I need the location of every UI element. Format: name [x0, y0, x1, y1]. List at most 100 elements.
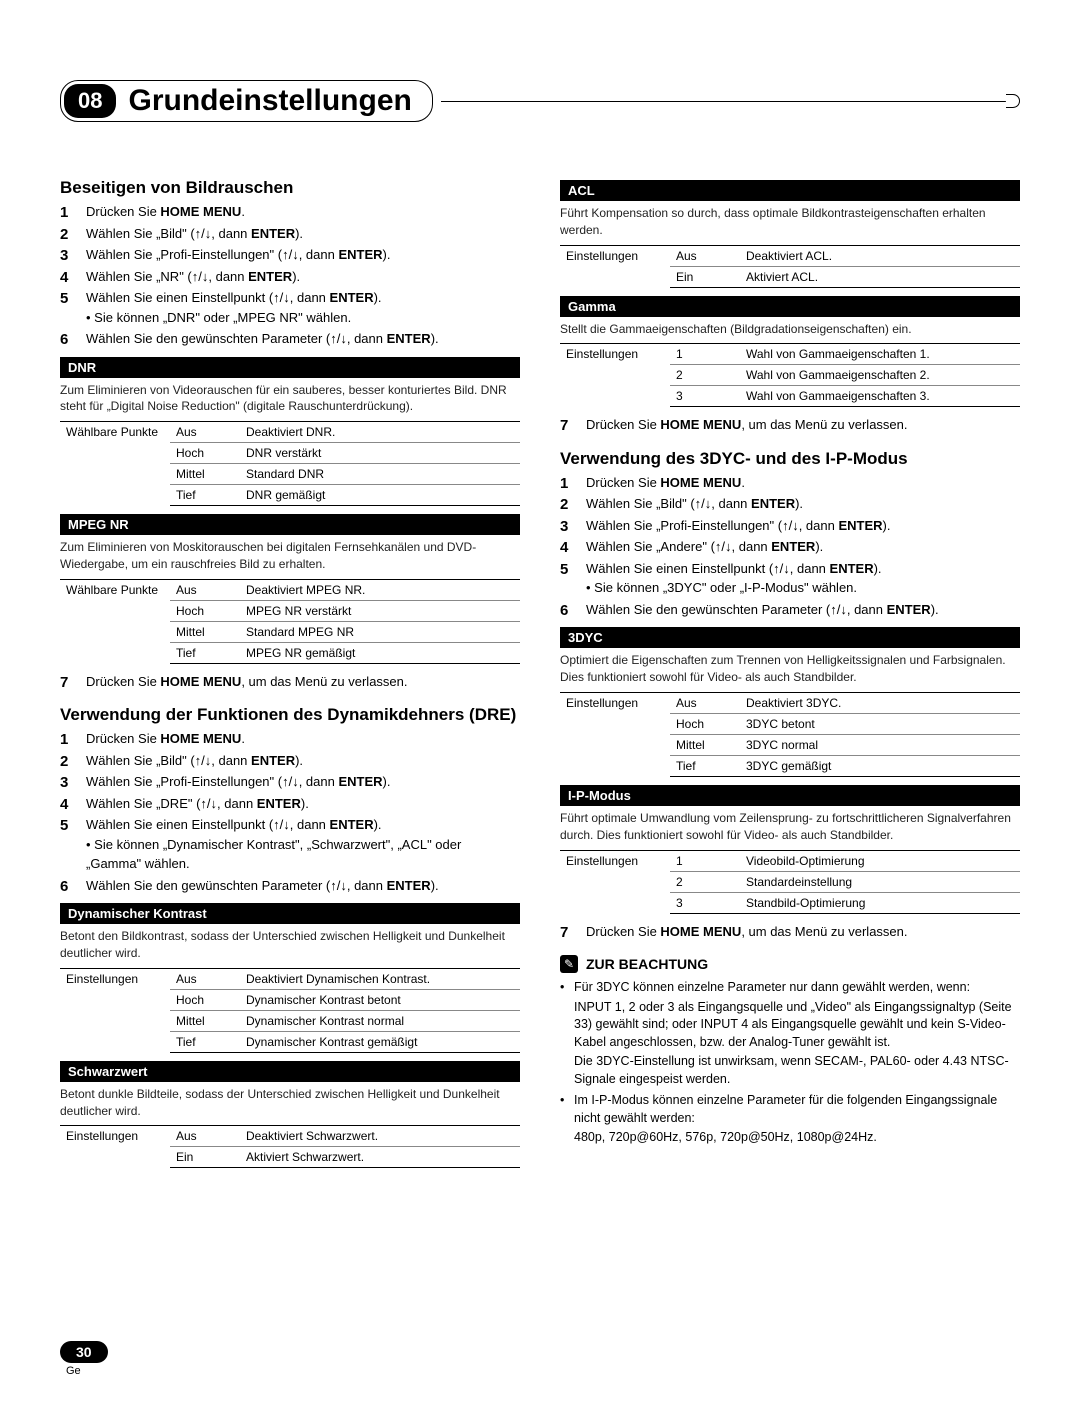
option-name: Tief: [170, 1031, 240, 1052]
option-desc: MPEG NR gemäßigt: [240, 642, 520, 663]
chapter-header: 08 Grundeinstellungen: [60, 80, 1020, 122]
option-desc: Standardeinstellung: [740, 871, 1020, 892]
page-footer: 30 Ge: [60, 1341, 108, 1377]
section-title: Verwendung des 3DYC- und des I-P-Modus: [560, 449, 1020, 469]
step-item: Wählen Sie einen Einstellpunkt (↑/↓, dan…: [60, 815, 520, 874]
step-item: Wählen Sie „Bild" (↑/↓, dann ENTER).: [60, 224, 520, 244]
table-row: Wählbare PunkteAusDeaktiviert MPEG NR.: [60, 579, 520, 600]
option-desc: 3DYC normal: [740, 734, 1020, 755]
option-name: Ein: [670, 266, 740, 287]
option-desc: Dynamischer Kontrast normal: [240, 1010, 520, 1031]
table-acl: EinstellungenAusDeaktiviert ACL.EinAktiv…: [560, 245, 1020, 288]
page-lang: Ge: [66, 1365, 108, 1377]
option-desc: Deaktiviert DNR.: [240, 422, 520, 443]
left-column: Beseitigen von Bildrauschen Drücken Sie …: [60, 172, 520, 1168]
option-name: Mittel: [170, 621, 240, 642]
step-item: Wählen Sie „NR" (↑/↓, dann ENTER).: [60, 267, 520, 287]
desc: Betont den Bildkontrast, sodass der Unte…: [60, 928, 520, 962]
header-rule: [441, 101, 1006, 102]
option-name: Aus: [170, 422, 240, 443]
step-7: Drücken Sie HOME MENU, um das Menü zu ve…: [60, 672, 520, 692]
note-title: ZUR BEACHTUNG: [586, 956, 708, 972]
table-row: EinstellungenAusDeaktiviert Schwarzwert.: [60, 1126, 520, 1147]
option-name: Aus: [670, 692, 740, 713]
option-name: Aus: [170, 579, 240, 600]
desc: Führt Kompensation so durch, dass optima…: [560, 205, 1020, 239]
header-cap: [1006, 94, 1020, 108]
desc: Betont dunkle Bildteile, sodass der Unte…: [60, 1086, 520, 1120]
table-label: Einstellungen: [560, 692, 670, 776]
table-row: EinstellungenAusDeaktiviert 3DYC.: [560, 692, 1020, 713]
step-item: Wählen Sie den gewünschten Parameter (↑/…: [60, 876, 520, 896]
option-name: Aus: [170, 968, 240, 989]
table-row: EinstellungenAusDeaktiviert Dynamischen …: [60, 968, 520, 989]
option-name: Mittel: [670, 734, 740, 755]
option-desc: Deaktiviert 3DYC.: [740, 692, 1020, 713]
table-dyn: EinstellungenAusDeaktiviert Dynamischen …: [60, 968, 520, 1053]
option-desc: Standbild-Optimierung: [740, 892, 1020, 913]
option-desc: Aktiviert ACL.: [740, 266, 1020, 287]
option-name: Mittel: [170, 464, 240, 485]
step-item: Wählen Sie „Profi-Einstellungen" (↑/↓, d…: [60, 772, 520, 792]
step-item: Wählen Sie einen Einstellpunkt (↑/↓, dan…: [60, 288, 520, 327]
table-label: Einstellungen: [560, 850, 670, 913]
option-name: Ein: [170, 1147, 240, 1168]
desc: Zum Eliminieren von Moskitorauschen bei …: [60, 539, 520, 573]
option-name: Hoch: [670, 713, 740, 734]
steps-list: Drücken Sie HOME MENU.Wählen Sie „Bild" …: [60, 729, 520, 895]
content-columns: Beseitigen von Bildrauschen Drücken Sie …: [60, 172, 1020, 1168]
table-label: Einstellungen: [560, 245, 670, 287]
note-icon: ✎: [560, 955, 578, 973]
section-title: Verwendung der Funktionen des Dynamikdeh…: [60, 705, 520, 725]
option-name: 1: [670, 850, 740, 871]
table-label: Einstellungen: [60, 1126, 170, 1168]
option-name: Aus: [170, 1126, 240, 1147]
option-desc: Deaktiviert ACL.: [740, 245, 1020, 266]
option-name: Tief: [170, 642, 240, 663]
option-name: Tief: [170, 485, 240, 506]
option-desc: Dynamischer Kontrast betont: [240, 989, 520, 1010]
right-column: ACL Führt Kompensation so durch, dass op…: [560, 172, 1020, 1168]
option-desc: Wahl von Gammaeigenschaften 2.: [740, 365, 1020, 386]
option-desc: 3DYC betont: [740, 713, 1020, 734]
step-item: Drücken Sie HOME MENU.: [560, 473, 1020, 493]
table-mpeg: Wählbare PunkteAusDeaktiviert MPEG NR.Ho…: [60, 579, 520, 664]
option-desc: Deaktiviert Dynamischen Kontrast.: [240, 968, 520, 989]
table-label: Wählbare Punkte: [60, 579, 170, 663]
table-row: Einstellungen1Wahl von Gammaeigenschafte…: [560, 344, 1020, 365]
table-ip: Einstellungen1Videobild-Optimierung2Stan…: [560, 850, 1020, 914]
option-desc: Deaktiviert Schwarzwert.: [240, 1126, 520, 1147]
step-item: Wählen Sie „Profi-Einstellungen" (↑/↓, d…: [560, 516, 1020, 536]
table-label: Einstellungen: [60, 968, 170, 1052]
option-name: 3: [670, 892, 740, 913]
option-desc: Aktiviert Schwarzwert.: [240, 1147, 520, 1168]
option-name: Hoch: [170, 443, 240, 464]
option-name: 1: [670, 344, 740, 365]
bar-schwarz: Schwarzwert: [60, 1061, 520, 1082]
note-item: Für 3DYC können einzelne Parameter nur d…: [560, 979, 1020, 1088]
table-row: Wählbare PunkteAusDeaktiviert DNR.: [60, 422, 520, 443]
option-name: 2: [670, 871, 740, 892]
step-item: Wählen Sie „Bild" (↑/↓, dann ENTER).: [560, 494, 1020, 514]
table-3dyc: EinstellungenAusDeaktiviert 3DYC.Hoch3DY…: [560, 692, 1020, 777]
bar-mpeg: MPEG NR: [60, 514, 520, 535]
option-name: Hoch: [170, 989, 240, 1010]
step-item: Wählen Sie „Andere" (↑/↓, dann ENTER).: [560, 537, 1020, 557]
desc: Optimiert die Eigenschaften zum Trennen …: [560, 652, 1020, 686]
step-item: Wählen Sie „DRE" (↑/↓, dann ENTER).: [60, 794, 520, 814]
option-desc: DNR gemäßigt: [240, 485, 520, 506]
option-desc: Deaktiviert MPEG NR.: [240, 579, 520, 600]
option-name: Aus: [670, 245, 740, 266]
option-desc: 3DYC gemäßigt: [740, 755, 1020, 776]
option-desc: Wahl von Gammaeigenschaften 3.: [740, 386, 1020, 407]
bar-3dyc: 3DYC: [560, 627, 1020, 648]
option-name: 3: [670, 386, 740, 407]
steps-list: Drücken Sie HOME MENU.Wählen Sie „Bild" …: [60, 202, 520, 349]
step-item: Wählen Sie „Profi-Einstellungen" (↑/↓, d…: [60, 245, 520, 265]
table-row: EinstellungenAusDeaktiviert ACL.: [560, 245, 1020, 266]
steps-list: Drücken Sie HOME MENU.Wählen Sie „Bild" …: [560, 473, 1020, 620]
chapter-title: Grundeinstellungen: [128, 84, 411, 118]
option-desc: Wahl von Gammaeigenschaften 1.: [740, 344, 1020, 365]
table-label: Einstellungen: [560, 344, 670, 407]
desc: Stellt die Gammaeigenschaften (Bildgrada…: [560, 321, 1020, 338]
